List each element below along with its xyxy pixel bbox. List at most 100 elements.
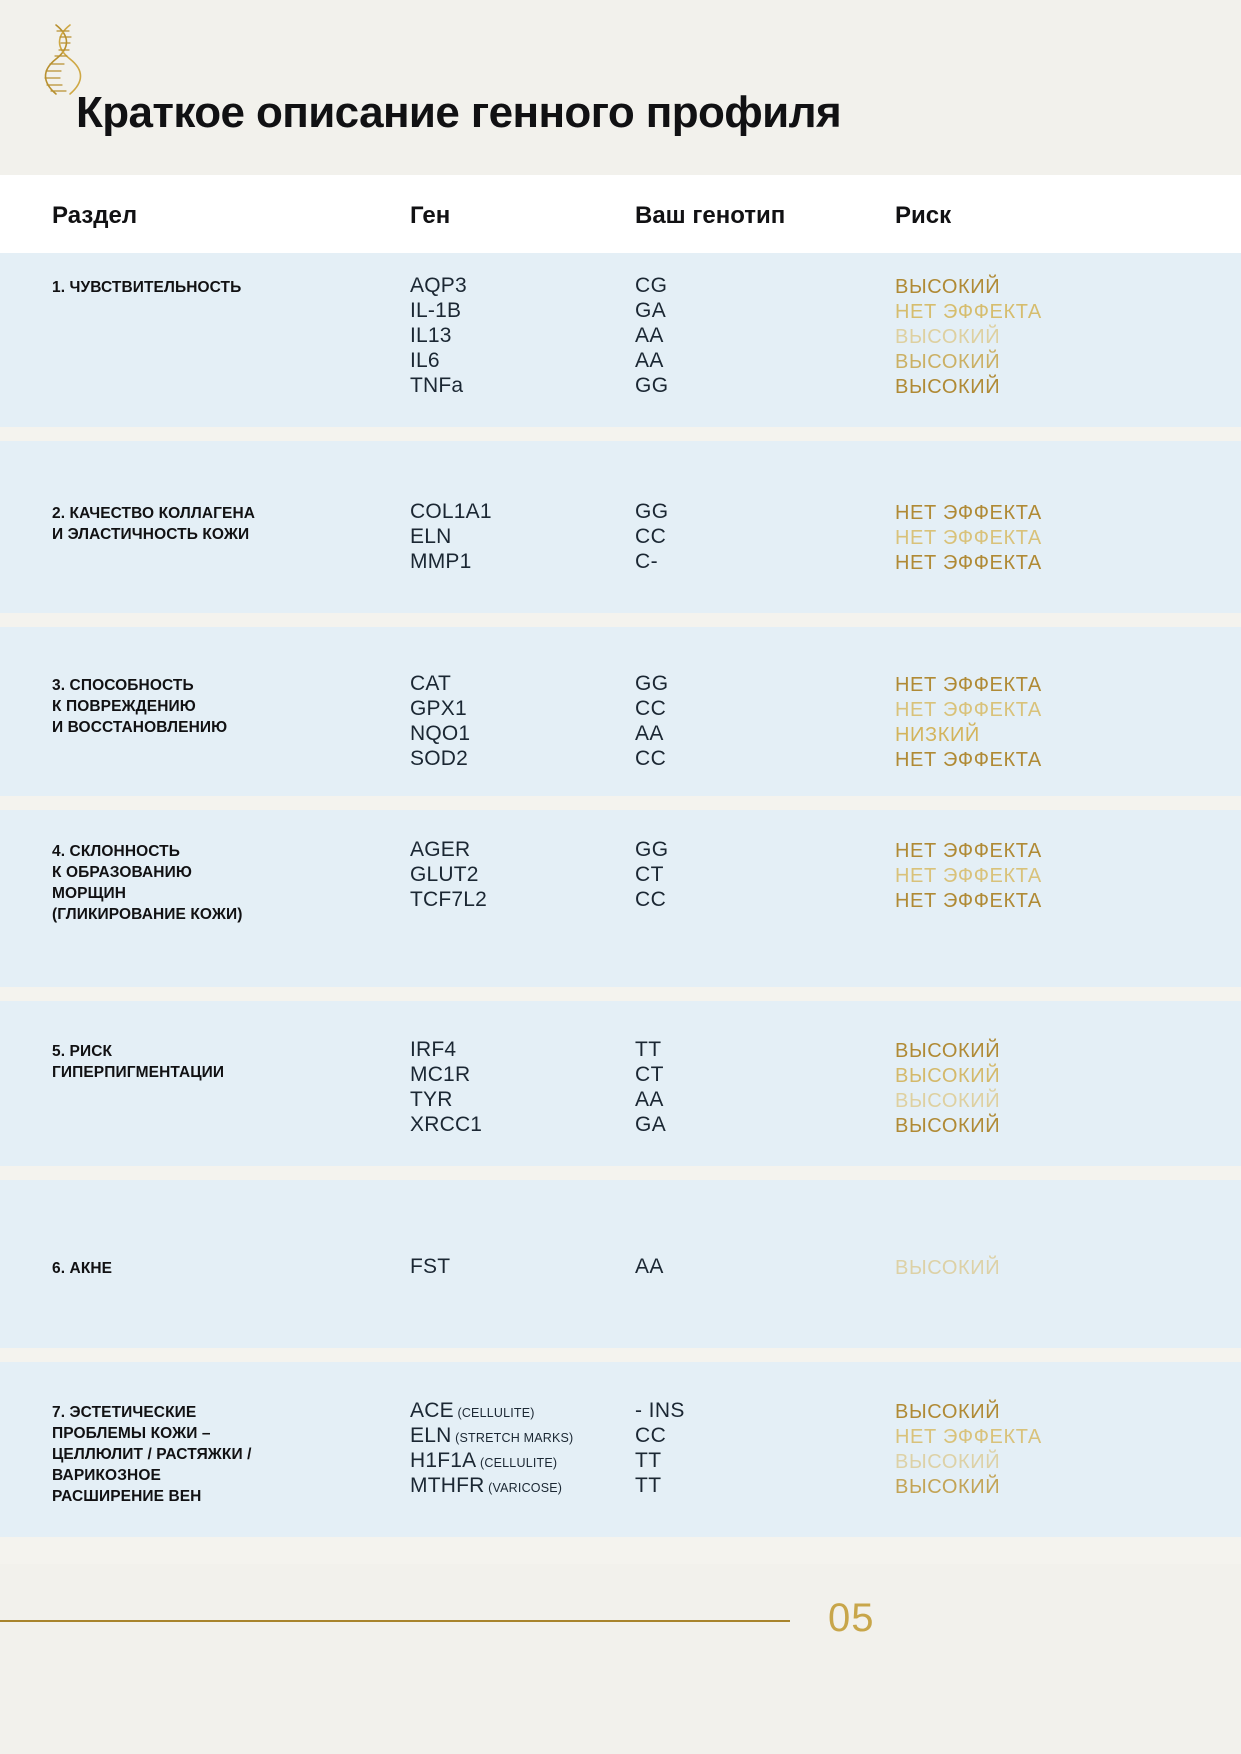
page-header: Краткое описание генного профиля (0, 0, 1241, 175)
genotype-value: - INS (635, 1399, 685, 1422)
risk-list: НЕТ ЭФФЕКТА НЕТ ЭФФЕКТА НЕТ ЭФФЕКТА (895, 501, 1042, 576)
genotype-list: CG GA AA AA GG (635, 273, 668, 398)
gene-name: ELN (410, 525, 452, 548)
genotype-value: CC (635, 697, 667, 720)
gene-list: FST (410, 1254, 450, 1279)
genotype-value: AA (635, 1088, 664, 1111)
gene-name: NQO1 (410, 722, 471, 745)
risk-badge: ВЫСОКИЙ (895, 1401, 1001, 1423)
gene-name: XRCC1 (410, 1113, 483, 1136)
risk-badge: ВЫСОКИЙ (895, 1065, 1001, 1087)
genotype-value: AA (635, 1255, 664, 1278)
risk-list: НЕТ ЭФФЕКТА НЕТ ЭФФЕКТА НЕТ ЭФФЕКТА (895, 839, 1042, 914)
risk-badge: ВЫСОКИЙ (895, 1451, 1001, 1473)
dna-helix-icon (40, 22, 86, 98)
risk-badge: ВЫСОКИЙ (895, 1115, 1001, 1137)
table-row: 7. ЭСТЕТИЧЕСКИЕ ПРОБЛЕМЫ КОЖИ – ЦЕЛЛЮЛИТ… (0, 1362, 1241, 1537)
section-label: 2. КАЧЕСТВО КОЛЛАГЕНА И ЭЛАСТИЧНОСТЬ КОЖ… (52, 505, 256, 543)
gene-name: COL1A1 (410, 500, 492, 523)
risk-badge: НЕТ ЭФФЕКТА (895, 865, 1042, 887)
table-row: 5. РИСК ГИПЕРПИГМЕНТАЦИИ IRF4 MC1R TYR XRCC1… (0, 1001, 1241, 1166)
risk-badge: ВЫСОКИЙ (895, 1257, 1001, 1279)
gene-name: FST (410, 1255, 451, 1278)
risk-badge: НЕТ ЭФФЕКТА (895, 527, 1042, 549)
genotype-value: GG (635, 672, 669, 695)
column-header-section: Раздел (52, 202, 138, 229)
genotype-list: GG CC AA CC (635, 671, 668, 771)
gene-name: IL-1B (410, 299, 462, 322)
page-title: Краткое описание генного профиля (76, 88, 842, 137)
risk-list: ВЫСОКИЙ НЕТ ЭФФЕКТА ВЫСОКИЙ ВЫСОКИЙ (895, 1400, 1042, 1500)
column-header-genotype: Ваш генотип (635, 202, 786, 229)
genotype-list: TT CT AA GA (635, 1037, 666, 1137)
gene-name: AQP3 (410, 274, 467, 297)
genotype-list: - INS CC TT TT (635, 1398, 685, 1498)
genotype-value: AA (635, 324, 664, 347)
gene-name: GLUT2 (410, 863, 479, 886)
gene-name: H1F1A (CELLULITE) (410, 1449, 558, 1472)
genotype-list: AA (635, 1254, 664, 1279)
section-label: 3. СПОСОБНОСТЬ К ПОВРЕЖДЕНИЮ И ВОССТАНОВ… (52, 677, 228, 736)
gene-list: CAT GPX1 NQO1 SOD2 (410, 671, 470, 771)
genotype-value: GG (635, 838, 669, 861)
table-row: 3. СПОСОБНОСТЬ К ПОВРЕЖДЕНИЮ И ВОССТАНОВ… (0, 627, 1241, 796)
section-label: 6. АКНЕ (52, 1260, 113, 1277)
footer-divider (0, 1620, 790, 1622)
genotype-value: C- (635, 550, 658, 573)
genotype-value: AA (635, 722, 664, 745)
genotype-value: CT (635, 1063, 664, 1086)
genotype-value: AA (635, 349, 664, 372)
gene-annotation: (STRETCH MARKS) (451, 1431, 574, 1445)
genotype-value: GG (635, 374, 669, 397)
risk-badge: НЕТ ЭФФЕКТА (895, 502, 1042, 524)
gene-name: CAT (410, 672, 452, 695)
risk-badge: НЕТ ЭФФЕКТА (895, 749, 1042, 771)
risk-badge: НЕТ ЭФФЕКТА (895, 890, 1042, 912)
genotype-value: CC (635, 747, 667, 770)
genotype-value: CC (635, 525, 667, 548)
genotype-list: GG CT CC (635, 837, 668, 912)
table-row: 6. АКНЕ FST AA ВЫСОКИЙ (0, 1180, 1241, 1348)
page-footer: 05 (0, 1564, 1241, 1754)
risk-badge: НЕТ ЭФФЕКТА (895, 552, 1042, 574)
gene-annotation: (VARICOSE) (484, 1481, 563, 1495)
risk-badge: ВЫСОКИЙ (895, 376, 1001, 398)
gene-name: MMP1 (410, 550, 472, 573)
risk-badge: НЕТ ЭФФЕКТА (895, 301, 1042, 323)
genotype-value: TT (635, 1038, 662, 1061)
genotype-value: GA (635, 1113, 667, 1136)
gene-annotation: (CELLULITE) (453, 1406, 535, 1420)
genotype-value: CC (635, 1424, 667, 1447)
gene-name: MTHFR (VARICOSE) (410, 1474, 563, 1497)
table-header-row: Раздел Ген Ваш генотип Риск (0, 175, 1241, 253)
risk-badge: ВЫСОКИЙ (895, 1090, 1001, 1112)
section-label: 5. РИСК ГИПЕРПИГМЕНТАЦИИ (52, 1043, 225, 1081)
page-number: 05 (828, 1596, 875, 1640)
gene-name: IL6 (410, 349, 440, 372)
column-header-risk: Риск (895, 202, 952, 229)
gene-profile-table: 1. ЧУВСТВИТЕЛЬНОСТЬ AQP3 IL-1B IL13 IL6 TNFa C… (0, 253, 1241, 1537)
risk-badge: НЕТ ЭФФЕКТА (895, 699, 1042, 721)
section-label: 1. ЧУВСТВИТЕЛЬНОСТЬ (52, 279, 242, 296)
gene-list: ACE (CELLULITE) ELN (STRETCH MARKS) H1F1A … (410, 1398, 573, 1498)
risk-badge: НЕТ ЭФФЕКТА (895, 674, 1042, 696)
section-label: 4. СКЛОННОСТЬ К ОБРАЗОВАНИЮ МОРЩИН (ГЛИК… (52, 843, 243, 923)
risk-badge: ВЫСОКИЙ (895, 1476, 1001, 1498)
risk-badge: ВЫСОКИЙ (895, 1040, 1001, 1062)
genotype-value: CT (635, 863, 664, 886)
gene-name: ACE (CELLULITE) (410, 1399, 535, 1422)
genotype-value: TT (635, 1474, 662, 1497)
gene-name: TYR (410, 1088, 453, 1111)
risk-list: ВЫСОКИЙ (895, 1256, 1000, 1281)
risk-badge: ВЫСОКИЙ (895, 276, 1001, 298)
risk-list: ВЫСОКИЙ НЕТ ЭФФЕКТА ВЫСОКИЙ ВЫСОКИЙ ВЫСОКИЙ (895, 275, 1042, 400)
gene-name: AGER (410, 838, 471, 861)
risk-badge: НЕТ ЭФФЕКТА (895, 840, 1042, 862)
table-row: 2. КАЧЕСТВО КОЛЛАГЕНА И ЭЛАСТИЧНОСТЬ КОЖ… (0, 441, 1241, 613)
genotype-list: GG CC C- (635, 499, 668, 574)
genotype-value: TT (635, 1449, 662, 1472)
table-row: 4. СКЛОННОСТЬ К ОБРАЗОВАНИЮ МОРЩИН (ГЛИК… (0, 810, 1241, 987)
gene-name: ELN (STRETCH MARKS) (410, 1424, 574, 1447)
gene-name: TNFa (410, 374, 464, 397)
genotype-value: GA (635, 299, 667, 322)
